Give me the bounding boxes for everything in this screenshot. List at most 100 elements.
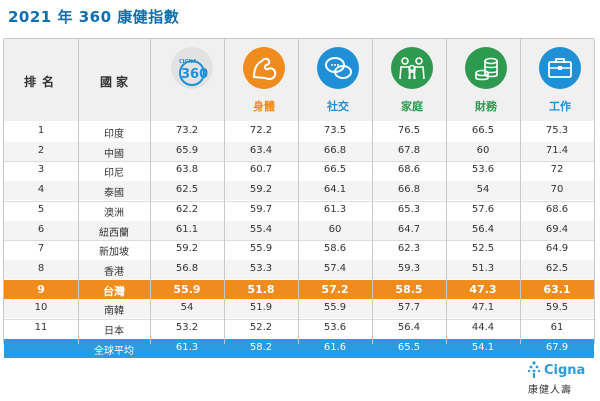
cell-overall: 62.5 (175, 184, 199, 196)
cell-work: 71.4 (545, 144, 569, 156)
cell-family: 56.4 (397, 322, 421, 333)
cell-overall: 53.2 (175, 322, 199, 333)
cell-physical: 55.4 (249, 223, 273, 235)
cell-social: 61.3 (323, 203, 347, 215)
cell-rank: 2 (37, 144, 45, 156)
category-label-work: 工作 (549, 100, 571, 113)
cell-physical: 55.9 (249, 243, 273, 255)
cell-physical: 52.2 (249, 322, 273, 333)
cell-overall: 56.8 (175, 262, 199, 274)
country-header: 國家 (100, 75, 133, 89)
cell-financial: 47.1 (471, 302, 495, 314)
category-label-social: 社交 (327, 100, 349, 113)
cell-overall: 59.2 (175, 243, 199, 255)
cell-rank: 9 (37, 282, 45, 296)
cell-overall: 61.1 (175, 223, 199, 235)
cell-financial: 57.6 (471, 203, 495, 215)
cell-country: 南韓 (104, 306, 124, 318)
cell-family: 59.3 (397, 262, 421, 274)
cell-work: 64.9 (545, 243, 569, 255)
cell-social: 55.9 (323, 302, 347, 314)
cell-family: 66.8 (397, 184, 421, 196)
cell-family: 57.7 (397, 302, 421, 314)
cell-country: 澳洲 (104, 207, 124, 219)
table-row: 6 紐西蘭 61.1 55.4 60 64.7 56.4 69.4 (4, 220, 594, 240)
cell-work: 62.5 (545, 262, 569, 274)
cell-country: 新加坡 (99, 247, 129, 259)
cell-work: 63.1 (543, 282, 571, 296)
cell-rank: 10 (34, 302, 48, 314)
table-row: 10 南韓 54 51.9 55.9 57.7 47.1 59.5 (4, 299, 594, 319)
cell-financial: 66.5 (471, 125, 495, 136)
cigna-logo: Cigna 康健人壽 (526, 357, 596, 401)
cell-work: 69.4 (545, 223, 569, 235)
cell-work: 68.6 (545, 203, 569, 215)
table-row: 5 澳洲 62.2 59.7 61.3 65.3 57.6 68.6 (4, 201, 594, 220)
cell-rank: 6 (37, 223, 45, 235)
cell-work: 72 (550, 164, 564, 176)
cell-social: 64.1 (323, 184, 347, 196)
cell-financial: 52.5 (471, 243, 495, 255)
cell-family: 76.5 (397, 125, 421, 136)
cell-country: 香港 (104, 266, 124, 278)
arm-muscle-icon (243, 47, 285, 89)
cell-work: 75.3 (545, 125, 569, 136)
cell-overall: 62.2 (175, 203, 199, 215)
cell-physical: 53.3 (249, 262, 273, 274)
table-row: 11 日本 53.2 52.2 53.6 56.4 44.4 61 (4, 319, 594, 338)
cell-country: 印尼 (104, 168, 124, 180)
table-header: 排名 國家 CIGNA 360 身體 社交 (4, 39, 594, 121)
cell-family: 64.7 (397, 223, 421, 235)
svg-text:康健人壽: 康健人壽 (528, 383, 572, 396)
svg-text:360: 360 (181, 67, 208, 82)
cell-family: 65.3 (397, 203, 421, 215)
cell-family: 67.8 (397, 144, 421, 156)
table-row: 4 泰國 62.5 59.2 64.1 66.8 54 70 (4, 181, 594, 201)
cell-family: 58.5 (395, 282, 423, 296)
cell-country: 台灣 (103, 284, 125, 298)
cell-physical: 59.7 (249, 203, 273, 215)
cell-financial: 60 (476, 144, 490, 156)
cell-physical: 60.7 (249, 164, 273, 176)
table-row: 7 新加坡 59.2 55.9 58.6 62.3 52.5 64.9 (4, 240, 594, 259)
cell-social: 57.2 (321, 282, 349, 296)
cell-social: 61.6 (323, 341, 347, 353)
category-label-physical: 身體 (253, 100, 275, 113)
cell-country: 日本 (104, 326, 124, 337)
cell-financial: 44.4 (471, 322, 495, 333)
cell-social: 66.5 (323, 164, 347, 176)
cell-rank: 1 (37, 125, 45, 136)
cell-physical: 72.2 (249, 125, 273, 136)
cell-rank: 11 (34, 322, 48, 333)
cell-family: 62.3 (397, 243, 421, 255)
cell-rank: 3 (37, 164, 45, 176)
table-row: 8 香港 56.8 53.3 57.4 59.3 51.3 62.5 (4, 259, 594, 279)
cell-social: 53.6 (323, 322, 347, 333)
cell-work: 61 (550, 322, 564, 333)
index-table: 排名 國家 CIGNA 360 身體 社交 (3, 38, 595, 358)
chat-bubbles-icon (317, 47, 359, 89)
table-row: 3 印尼 63.8 60.7 66.5 68.6 53.6 72 (4, 161, 594, 180)
cell-rank: 4 (37, 184, 45, 196)
cell-financial: 54.1 (471, 341, 495, 353)
cell-country: 印度 (104, 129, 124, 140)
cell-overall: 65.9 (175, 144, 199, 156)
cell-financial: 47.3 (469, 282, 497, 296)
table-row: 2 中國 65.9 63.4 66.8 67.8 60 71.4 (4, 141, 594, 161)
rank-header: 排名 (24, 75, 61, 89)
cell-physical: 51.9 (249, 302, 273, 314)
cell-overall: 61.3 (175, 341, 199, 353)
cell-work: 70 (550, 184, 564, 196)
cell-social: 58.6 (323, 243, 347, 255)
cell-physical: 51.8 (247, 282, 275, 296)
cell-rank: 5 (37, 203, 45, 215)
cell-rank: 7 (37, 243, 45, 255)
global-average-row: 全球平均 61.3 58.2 61.6 65.5 54.1 67.9 (4, 338, 594, 358)
cell-financial: 51.3 (471, 262, 495, 274)
cell-country: 中國 (104, 148, 124, 160)
cell-overall: 63.8 (175, 164, 199, 176)
cell-physical: 58.2 (249, 341, 273, 353)
page-title: 2021 年 360 康健指數 (8, 8, 180, 26)
category-label-financial: 財務 (475, 100, 497, 113)
cell-social: 57.4 (323, 262, 347, 274)
